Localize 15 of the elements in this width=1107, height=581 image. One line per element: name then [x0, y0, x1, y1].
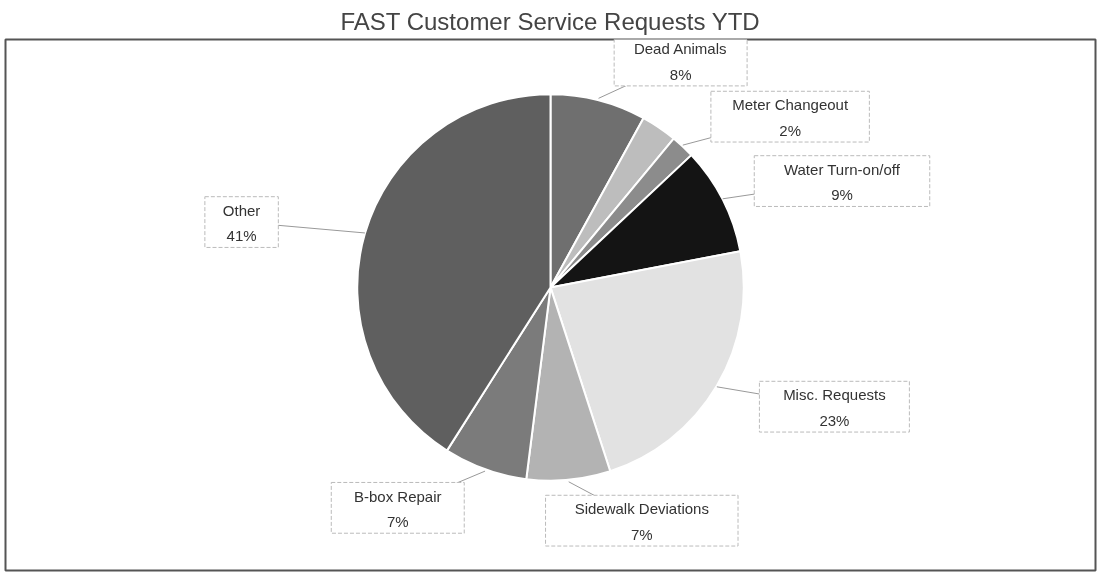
- data-label: 41%: [226, 227, 257, 245]
- data-label: 8%: [669, 65, 692, 83]
- data-label: 7%: [630, 525, 653, 543]
- data-label: 7%: [386, 513, 409, 531]
- data-label: 9%: [831, 186, 853, 204]
- chart-title: FAST Customer Service Requests YTD: [340, 7, 760, 35]
- slice-label: Water Turn-on/off: [783, 160, 901, 178]
- slice-label: B-box Repair: [353, 487, 442, 505]
- data-label: 2%: [779, 121, 801, 139]
- slice-label: Other: [222, 201, 261, 219]
- slice-label: Sidewalk Deviations: [574, 500, 709, 518]
- slice-label: Meter Changeout: [732, 96, 849, 114]
- slice-label: Dead Animals: [633, 40, 727, 58]
- data-label: 23%: [819, 411, 850, 429]
- slice-label: Misc. Requests: [783, 386, 886, 404]
